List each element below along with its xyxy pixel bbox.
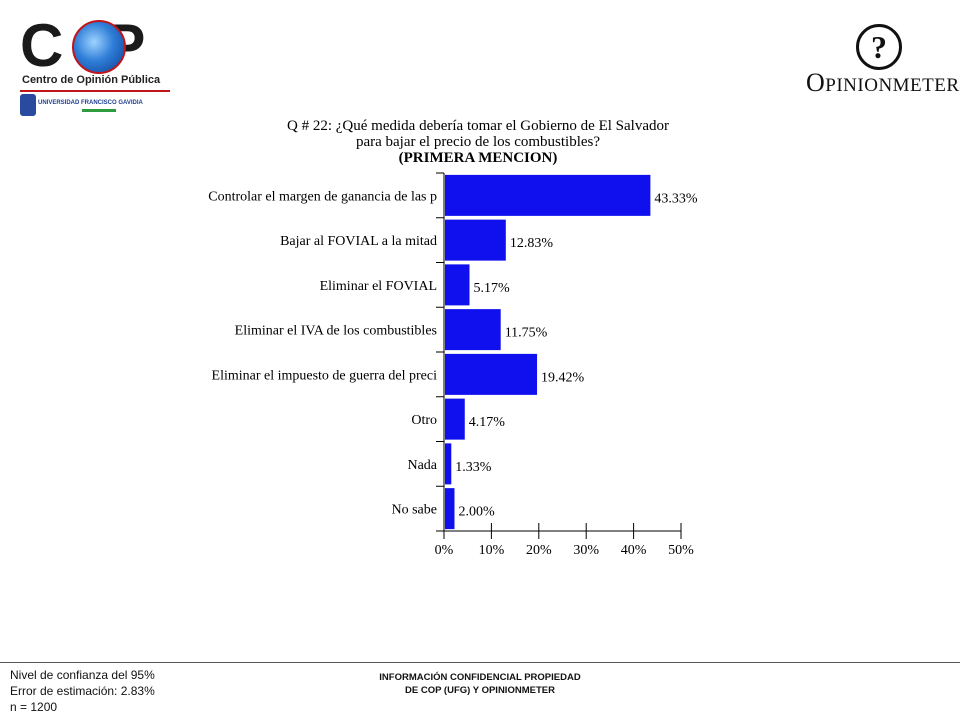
x-tick-label: 40% [621,543,647,558]
ufg-seal-icon [20,94,36,116]
question-mark-icon: ? [856,24,902,70]
data-label: 12.83% [510,236,554,251]
category-label: Otro [411,413,437,428]
data-label: 5.17% [474,281,511,296]
footer-stats: Nivel de confianza del 95% Error de esti… [10,667,155,715]
data-label: 11.75% [505,326,548,341]
sample-size-text: n = 1200 [10,700,58,714]
data-label: 43.33% [654,191,698,206]
ufg-logo-text: UNIVERSIDAD FRANCISCO GAVIDIA [38,100,143,106]
chart-title-line-3: (PRIMERA MENCION) [398,150,558,166]
confidentiality-notice: INFORMACIÓN CONFIDENCIAL PROPIEDAD DE CO… [330,671,630,697]
category-label: Eliminar el IVA de los combustibles [235,324,437,339]
category-label: Controlar el margen de ganancia de las p [208,189,437,204]
category-label: Eliminar el FOVIAL [320,279,437,294]
chart-title-line-2: para bajar el precio de los combustibles… [355,134,601,150]
cop-logo: C P Centro de Opinión Pública UNIVERSIDA… [16,14,176,124]
category-label: No sabe [392,503,438,518]
footer-divider [0,662,960,663]
category-label: Eliminar el impuesto de guerra del preci [212,368,438,383]
estimation-error-text: Error de estimación: 2.83% [10,684,155,698]
bar [445,219,506,261]
x-tick-label: 20% [526,543,552,558]
opinionmeter-wordmark: OPINIONMETER [806,68,960,97]
cop-logo-underline [20,90,170,92]
x-tick-label: 10% [479,543,505,558]
bar [445,398,465,440]
bar [445,174,651,216]
bar [445,309,501,351]
data-label: 2.00% [458,505,495,520]
ufg-logo-bar [82,109,116,112]
bar [445,488,455,530]
bar [445,443,452,485]
cop-logo-subtitle: Centro de Opinión Pública [22,74,161,86]
confidentiality-line-1: INFORMACIÓN CONFIDENCIAL PROPIEDAD [379,672,581,683]
category-label: Bajar al FOVIAL a la mitad [280,234,437,249]
x-tick-label: 30% [573,543,599,558]
data-label: 1.33% [455,460,492,475]
globe-icon [72,20,126,74]
data-label: 4.17% [469,415,506,430]
confidence-level-text: Nivel de confianza del 95% [10,668,155,682]
confidentiality-line-2: DE COP (UFG) Y OPINIONMETER [405,685,555,696]
category-label: Nada [407,458,437,473]
x-tick-label: 50% [668,543,694,558]
x-tick-label: 0% [435,543,454,558]
bar [445,353,538,395]
opinionmeter-logo: ? OPINIONMETER [800,20,959,100]
chart-title-line-1: Q # 22: ¿Qué medida debería tomar el Gob… [287,118,669,134]
data-label: 19.42% [541,370,585,385]
bar [445,264,470,306]
